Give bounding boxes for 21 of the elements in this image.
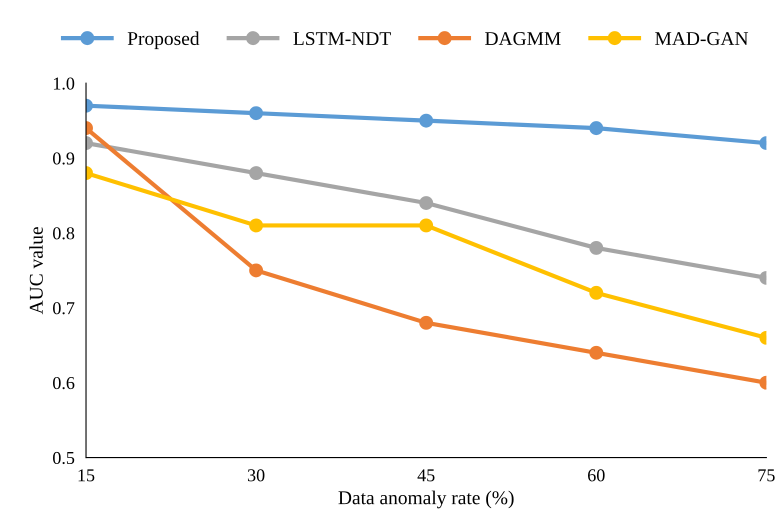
y-tick-label: 0.8 (53, 227, 74, 240)
y-tick-label: 0.7 (53, 302, 74, 314)
point (419, 114, 434, 128)
x-tick-label: 60 (588, 469, 605, 482)
x-tick-label: 45 (418, 469, 435, 482)
legend-label: Proposed (128, 31, 200, 50)
y-tick-label: 0.9 (53, 152, 74, 165)
legend-label: DAGMM (485, 32, 561, 46)
y-tick-label: 0.6 (53, 376, 74, 390)
point (419, 218, 434, 232)
y-axis-title: AUC value (29, 227, 43, 314)
x-tick-label: 75 (758, 469, 775, 482)
y-tick-label: 1.0 (54, 77, 74, 90)
x-axis-title: Data anomaly rate (%) (338, 490, 514, 508)
x-tick-label: 15 (78, 469, 94, 482)
y-tick-label: 0.5 (53, 452, 74, 464)
point (419, 196, 434, 210)
x-tick-label: 30 (248, 469, 264, 482)
legend-label: LSTM-NDT (293, 32, 391, 46)
legend-label: MAD-GAN (655, 32, 748, 46)
point (419, 316, 434, 330)
